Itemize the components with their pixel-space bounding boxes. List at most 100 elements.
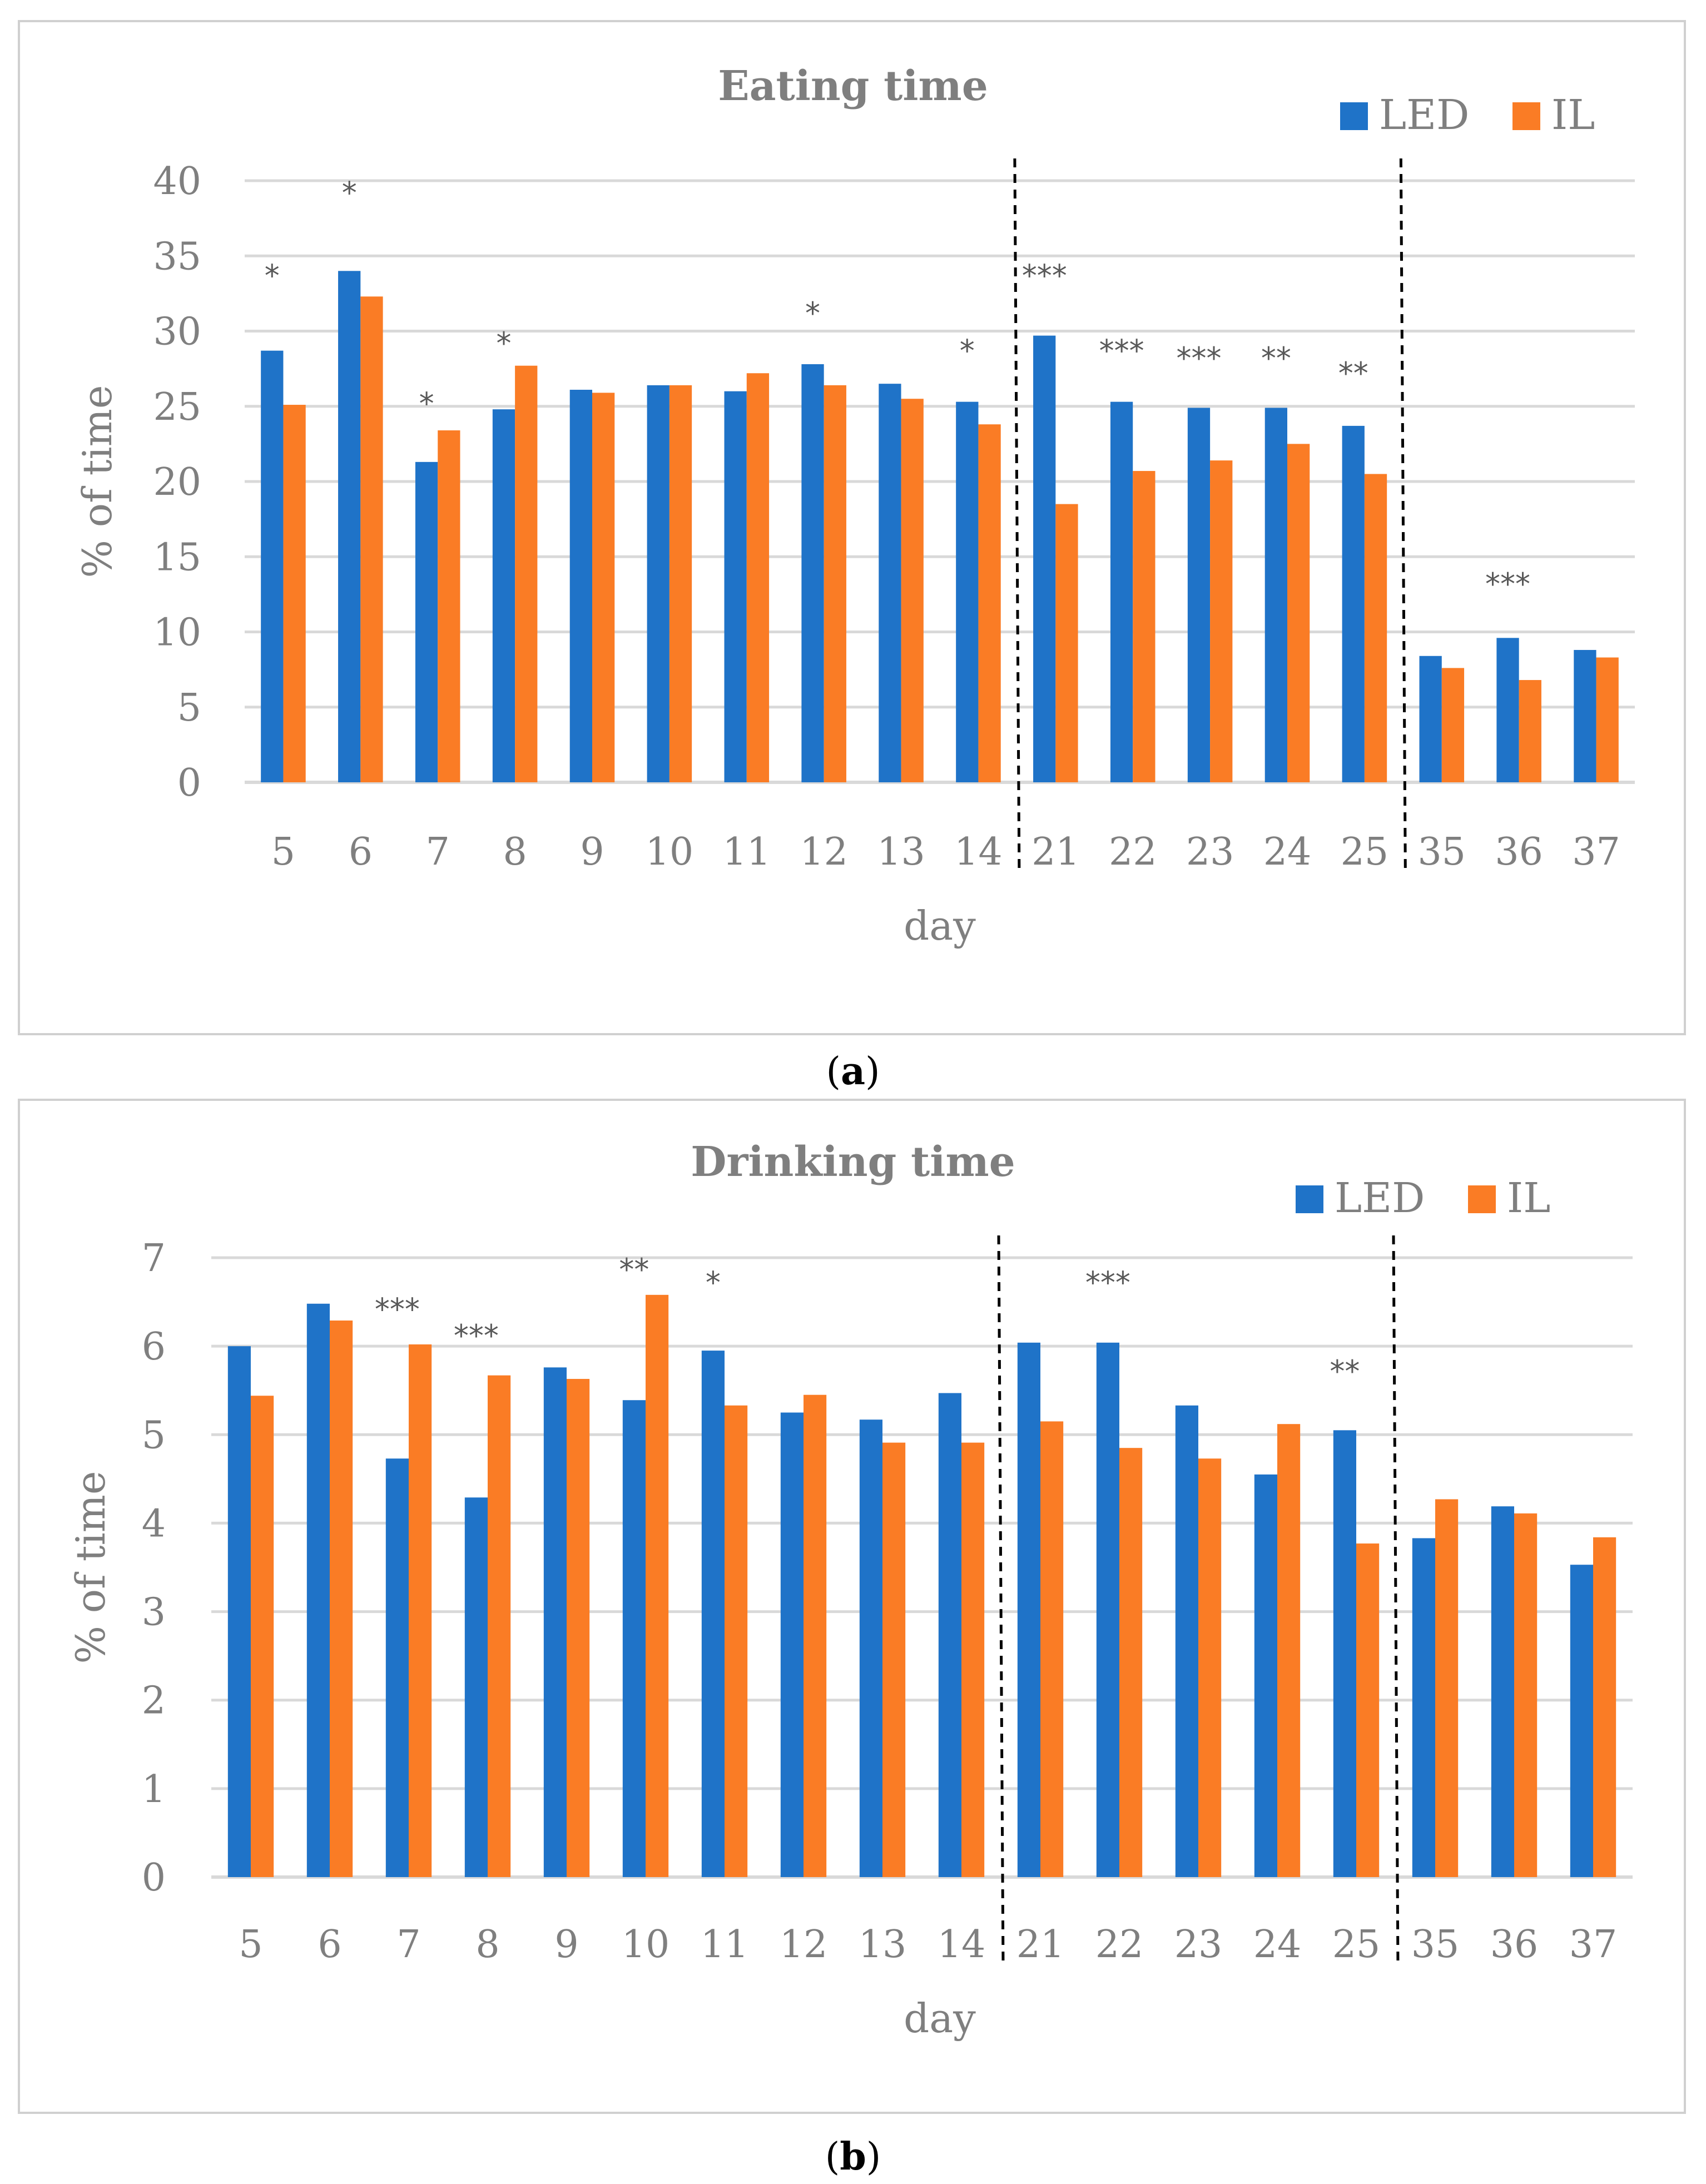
bar-led (1175, 1405, 1198, 1877)
x-tick-label: 13 (877, 830, 925, 874)
y-tick-label: 40 (153, 160, 201, 203)
bar-led (1017, 1342, 1040, 1877)
bar-led (780, 1412, 804, 1877)
y-tick-label: 7 (142, 1237, 166, 1280)
bar-led (306, 1303, 330, 1877)
legend: LED IL (1296, 1174, 1550, 1222)
x-tick-label: 14 (954, 830, 1003, 874)
x-tick-label: 12 (800, 830, 848, 874)
significance-marker: * (342, 176, 357, 211)
bar-il (725, 1405, 748, 1877)
bar-led (724, 391, 747, 782)
legend-label-il: IL (1551, 91, 1595, 139)
significance-marker: *** (1085, 1265, 1130, 1301)
x-tick-label: 37 (1572, 830, 1620, 874)
x-tick-label: 25 (1332, 1923, 1381, 1967)
significance-marker: * (960, 334, 975, 369)
bar-led (1254, 1474, 1277, 1877)
bar-il (1435, 1499, 1459, 1877)
panel-frame (18, 1099, 1686, 2114)
y-tick-label: 3 (142, 1591, 166, 1635)
chart-panel-a: 0 5 10 15 20 25 30 35 40 Eating time LED IL 5 * 6 * 7 * 8 *… (18, 20, 1686, 1094)
significance-marker: * (496, 326, 511, 361)
y-tick-label: 1 (142, 1768, 166, 1811)
legend-swatch-led (1296, 1185, 1323, 1213)
significance-marker: *** (1176, 341, 1221, 376)
legend-swatch-il (1468, 1185, 1496, 1213)
bar-il (746, 373, 770, 782)
x-tick-label: 8 (503, 830, 527, 874)
x-tick-label: 7 (426, 830, 450, 874)
y-tick-label: 2 (142, 1679, 166, 1723)
phase-divider (1392, 1235, 1400, 1967)
y-tick-label: 5 (177, 686, 201, 730)
bar-led (1096, 1342, 1119, 1877)
x-tick-label: 6 (318, 1923, 341, 1967)
bar-led (385, 1458, 409, 1877)
x-tick-label: 10 (622, 1923, 670, 1967)
bar-il (330, 1320, 353, 1877)
x-tick-label: 36 (1495, 830, 1543, 874)
bar-led (543, 1367, 567, 1877)
x-axis-label: day (904, 902, 976, 949)
x-tick-label: 21 (1016, 1923, 1065, 1967)
x-tick-label: 35 (1418, 830, 1466, 874)
chart-title: Drinking time (691, 1138, 1015, 1186)
bar-il (1364, 474, 1387, 782)
x-tick-label: 13 (859, 1923, 907, 1967)
panel-caption-letter: a (841, 1049, 865, 1094)
significance-marker: ** (1338, 356, 1368, 391)
bar-il (567, 1379, 590, 1877)
legend-label-led: LED (1379, 91, 1470, 139)
x-tick-label: 5 (271, 830, 295, 874)
bar-il (882, 1442, 906, 1877)
y-tick-label: 25 (153, 385, 201, 429)
legend-label-led: LED (1335, 1174, 1425, 1222)
panel-caption-letter: b (840, 2135, 866, 2179)
bar-il (1277, 1424, 1301, 1877)
significance-marker: *** (1099, 334, 1144, 369)
x-tick-label: 5 (239, 1923, 262, 1967)
bar-il (1514, 1513, 1538, 1877)
x-tick-label: 25 (1341, 830, 1389, 874)
legend-label-il: IL (1507, 1174, 1550, 1222)
significance-marker: * (265, 258, 280, 293)
significance-marker: ** (619, 1252, 649, 1287)
bar-led (859, 1419, 882, 1877)
y-tick-label: 10 (153, 611, 201, 655)
significance-marker: *** (454, 1318, 499, 1353)
x-tick-label: 8 (475, 1923, 499, 1967)
bar-led (1333, 1430, 1356, 1877)
bar-led (1574, 649, 1596, 782)
y-axis-label: % of time (74, 385, 121, 578)
bar-il (901, 399, 924, 782)
bar-il (961, 1442, 985, 1877)
x-axis-label: day (904, 1995, 976, 2042)
bar-led (1412, 1538, 1435, 1877)
bar-led (1496, 638, 1519, 782)
bar-il (409, 1344, 432, 1877)
bar-il (592, 393, 615, 782)
bar-led (261, 350, 284, 782)
x-tick-label: 35 (1411, 1923, 1460, 1967)
x-tick-label: 23 (1174, 1923, 1223, 1967)
bar-il (1119, 1448, 1143, 1877)
bar-il (1287, 444, 1310, 782)
bar-il (1055, 504, 1078, 782)
bar-led (1187, 408, 1211, 782)
bar-led (647, 385, 669, 782)
bar-led (622, 1400, 646, 1877)
significance-marker: * (419, 386, 434, 421)
bar-led (938, 1393, 961, 1877)
bar-il (1596, 657, 1619, 782)
bar-il (488, 1375, 511, 1877)
bar-il (1133, 471, 1155, 782)
x-tick-label: 21 (1031, 830, 1080, 874)
bar-il (360, 296, 383, 782)
bar-led (1264, 408, 1287, 782)
significance-marker: *** (375, 1292, 420, 1327)
bar-il (515, 365, 538, 782)
bar-il (251, 1396, 274, 1877)
